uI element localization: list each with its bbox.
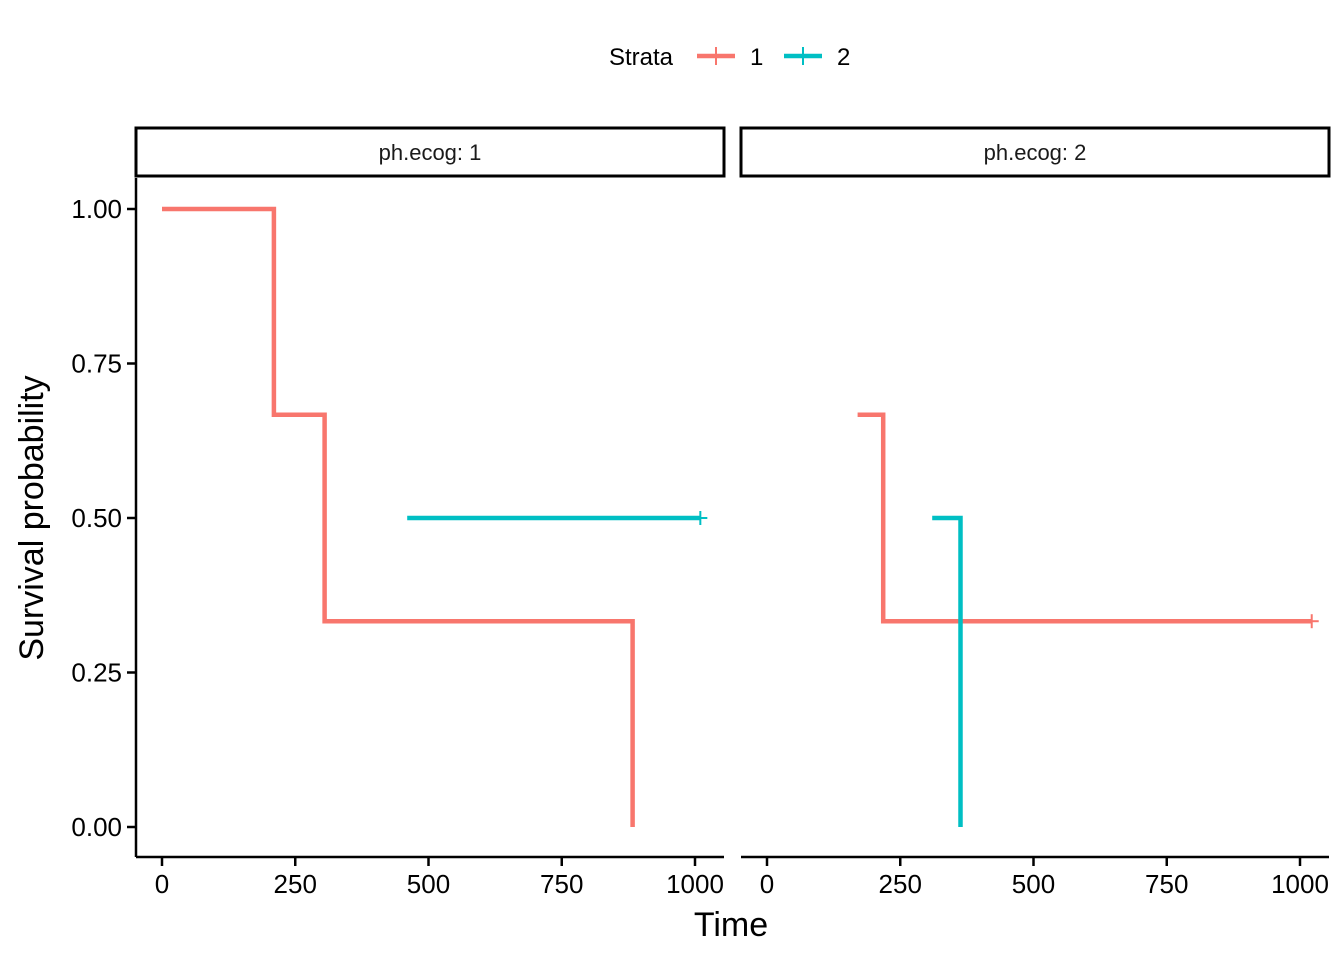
legend-label-1: 1 — [750, 44, 763, 71]
series-1-line — [857, 412, 1312, 624]
y-tick-label: 1.00 — [71, 194, 122, 224]
y-axis-title: Survival probability — [13, 375, 51, 660]
strip-label: ph.ecog: 1 — [379, 140, 482, 165]
legend-label-2: 2 — [837, 44, 850, 71]
y-tick-label: 0.00 — [71, 812, 122, 842]
y-tick-label: 0.25 — [71, 658, 122, 688]
strip-box — [134, 126, 726, 178]
legend-key-2 — [784, 47, 822, 65]
panel-1: ph.ecog: 1 0.00 0.25 0.50 0.75 1.00 0 250 500 750… — [71, 126, 726, 899]
legend-title: Strata — [609, 44, 674, 71]
panels: ph.ecog: 1 0.00 0.25 0.50 0.75 1.00 0 250 500 750… — [71, 126, 1331, 899]
y-tick-label: 0.50 — [71, 503, 122, 533]
y-tick-label: 0.75 — [71, 349, 122, 379]
strip-box — [739, 126, 1331, 178]
x-tick-label: 250 — [879, 869, 922, 899]
legend-key-1 — [697, 47, 735, 65]
x-axis-title: Time — [694, 906, 768, 944]
legend: Strata 1 2 — [609, 44, 850, 71]
series-1-line — [162, 206, 635, 827]
x-tick-label: 0 — [155, 869, 169, 899]
x-tick-label: 250 — [274, 869, 317, 899]
x-tick-label: 0 — [760, 869, 774, 899]
x-tick-label: 750 — [540, 869, 583, 899]
series-2-line — [932, 515, 963, 827]
x-tick-label: 1000 — [666, 869, 724, 899]
x-tick-label: 500 — [407, 869, 450, 899]
x-tick-label: 500 — [1012, 869, 1055, 899]
panel-2: ph.ecog: 2 0 250 500 750 1000 — [739, 126, 1331, 899]
x-tick-label: 750 — [1145, 869, 1188, 899]
x-tick-label: 1000 — [1271, 869, 1329, 899]
strip-label: ph.ecog: 2 — [984, 140, 1087, 165]
